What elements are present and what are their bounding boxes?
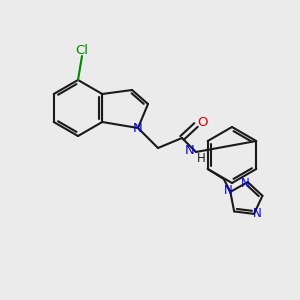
- Text: N: N: [185, 145, 195, 158]
- Text: N: N: [133, 122, 143, 134]
- Text: N: N: [240, 177, 249, 190]
- Text: Cl: Cl: [76, 44, 88, 58]
- Text: N: N: [253, 207, 261, 220]
- Text: O: O: [198, 116, 208, 130]
- Text: N: N: [224, 184, 233, 197]
- Text: H: H: [196, 152, 206, 164]
